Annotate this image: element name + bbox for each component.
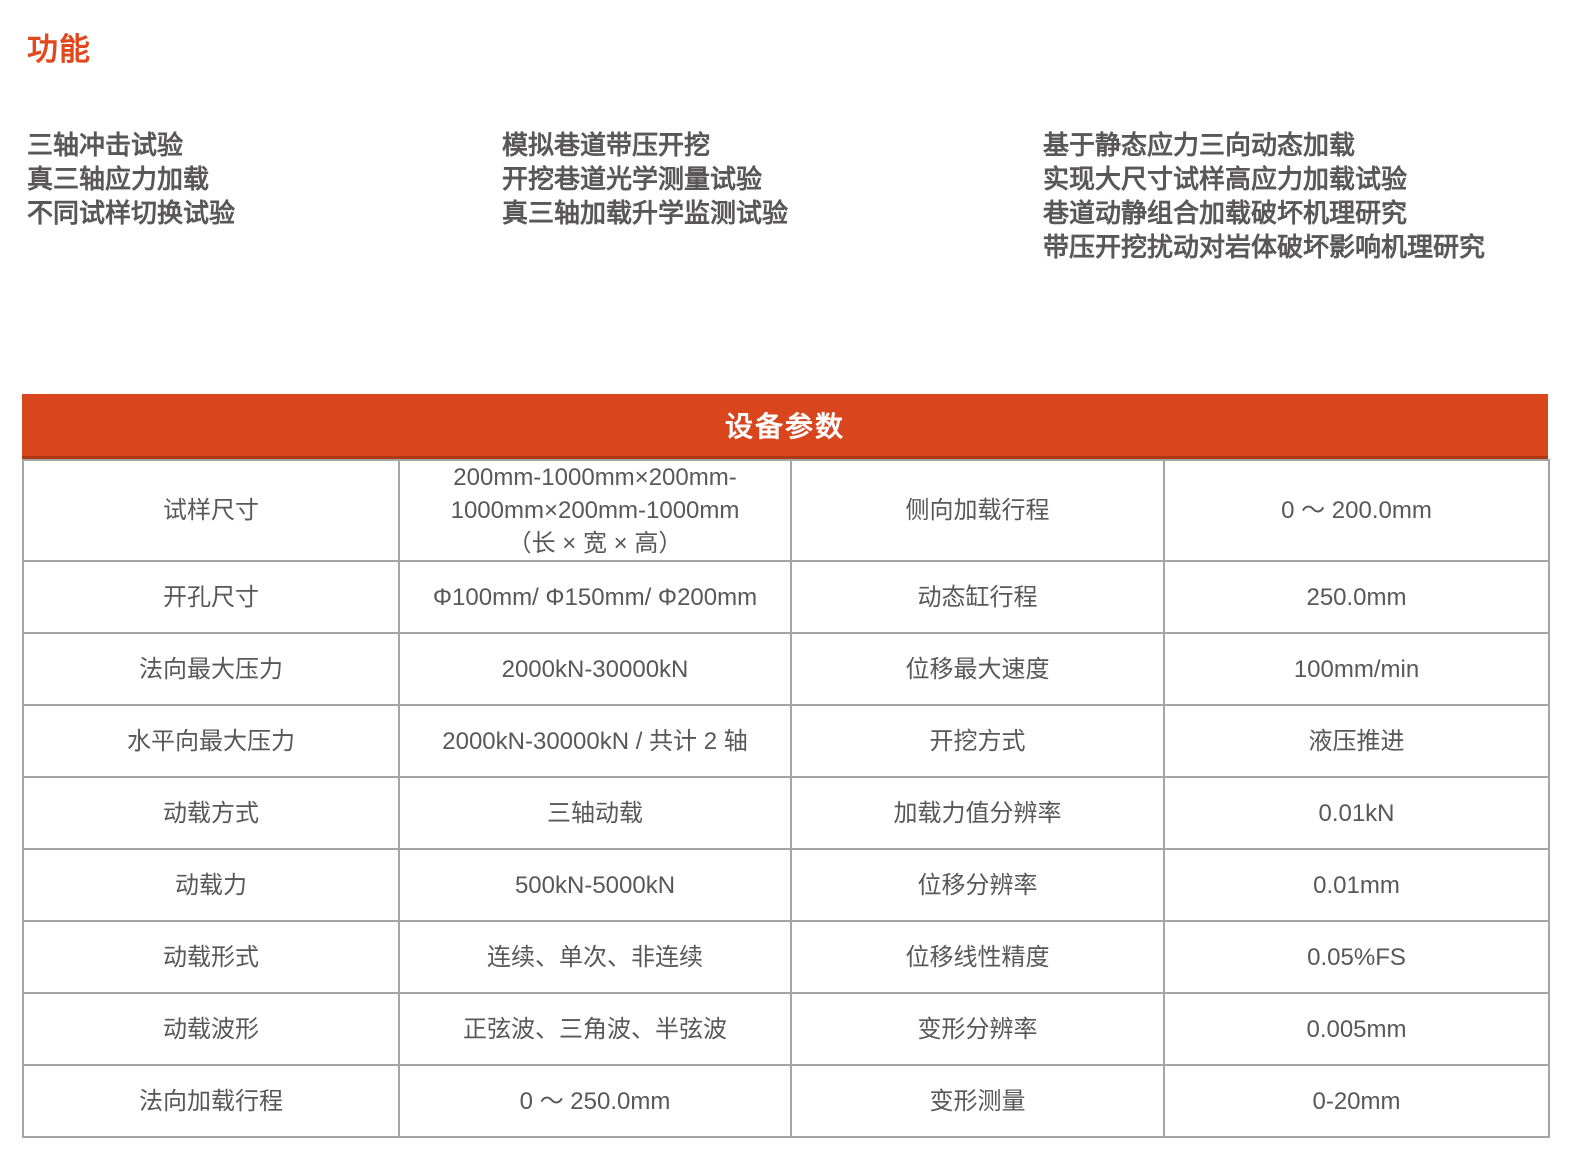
param-cell: 法向加载行程 (22, 1064, 400, 1138)
spec-table-title: 设备参数 (22, 394, 1548, 459)
value-cell: 0.005mm (1163, 992, 1550, 1066)
table-row: 试样尺寸 200mm-1000mm×200mm- 1000mm×200mm-10… (22, 459, 1550, 562)
feature-column-2: 模拟巷道带压开挖 开挖巷道光学测量试验 真三轴加载升学监测试验 (502, 128, 788, 230)
param-cell: 动载波形 (22, 992, 400, 1066)
table-row: 法向加载行程 0 ～ 250.0mm 变形测量 0-20mm (22, 1064, 1550, 1138)
feature-item: 真三轴加载升学监测试验 (502, 198, 789, 228)
param-cell: 动载力 (22, 848, 400, 922)
value-cell: 正弦波、三角波、半弦波 (398, 992, 792, 1066)
feature-item: 开挖巷道光学测量试验 (502, 164, 763, 194)
param-cell: 加载力值分辨率 (790, 776, 1165, 850)
value-cell: 液压推进 (1163, 704, 1550, 778)
table-row: 法向最大压力 2000kN-30000kN 位移最大速度 100mm/min (22, 632, 1550, 706)
feature-item: 真三轴应力加载 (27, 164, 210, 194)
param-cell: 变形分辨率 (790, 992, 1165, 1066)
value-cell: 0-20mm (1163, 1064, 1550, 1138)
table-row: 动载波形 正弦波、三角波、半弦波 变形分辨率 0.005mm (22, 992, 1550, 1066)
value-cell: Φ100mm/ Φ150mm/ Φ200mm (398, 560, 792, 634)
spec-section: 设备参数 试样尺寸 200mm-1000mm×200mm- 1000mm×200… (22, 394, 1550, 1138)
table-row: 开孔尺寸 Φ100mm/ Φ150mm/ Φ200mm 动态缸行程 250.0m… (22, 560, 1550, 634)
param-cell: 位移最大速度 (790, 632, 1165, 706)
param-cell: 动态缸行程 (790, 560, 1165, 634)
param-cell: 侧向加载行程 (790, 459, 1165, 562)
feature-column-1: 三轴冲击试验 真三轴应力加载 不同试样切换试验 (27, 128, 235, 230)
param-cell: 法向最大压力 (22, 632, 400, 706)
param-cell: 位移分辨率 (790, 848, 1165, 922)
param-cell: 动载形式 (22, 920, 400, 994)
param-cell: 变形测量 (790, 1064, 1165, 1138)
spec-table: 试样尺寸 200mm-1000mm×200mm- 1000mm×200mm-10… (22, 459, 1550, 1138)
param-cell: 位移线性精度 (790, 920, 1165, 994)
functions-section-title: 功能 (27, 32, 91, 67)
value-cell: 200mm-1000mm×200mm- 1000mm×200mm-1000mm … (398, 459, 792, 562)
feature-column-3: 基于静态应力三向动态加载 实现大尺寸试样高应力加载试验 巷道动静组合加载破坏机理… (1043, 128, 1485, 264)
value-cell: 0 ～ 250.0mm (398, 1064, 792, 1138)
feature-item: 三轴冲击试验 (27, 130, 184, 160)
param-cell: 开孔尺寸 (22, 560, 400, 634)
feature-item: 实现大尺寸试样高应力加载试验 (1043, 164, 1408, 194)
value-cell: 0.01mm (1163, 848, 1550, 922)
value-cell: 三轴动载 (398, 776, 792, 850)
value-cell: 2000kN-30000kN (398, 632, 792, 706)
value-cell: 0.01kN (1163, 776, 1550, 850)
value-cell: 连续、单次、非连续 (398, 920, 792, 994)
feature-item: 模拟巷道带压开挖 (502, 130, 711, 160)
param-cell: 试样尺寸 (22, 459, 400, 562)
value-cell: 250.0mm (1163, 560, 1550, 634)
value-cell: 500kN-5000kN (398, 848, 792, 922)
param-cell: 水平向最大压力 (22, 704, 400, 778)
value-cell: 2000kN-30000kN / 共计 2 轴 (398, 704, 792, 778)
param-cell: 动载方式 (22, 776, 400, 850)
table-row: 动载形式 连续、单次、非连续 位移线性精度 0.05%FS (22, 920, 1550, 994)
param-cell: 开挖方式 (790, 704, 1165, 778)
table-row: 动载方式 三轴动载 加载力值分辨率 0.01kN (22, 776, 1550, 850)
value-cell: 0.05%FS (1163, 920, 1550, 994)
table-row: 动载力 500kN-5000kN 位移分辨率 0.01mm (22, 848, 1550, 922)
value-cell: 100mm/min (1163, 632, 1550, 706)
feature-item: 带压开挖扰动对岩体破坏影响机理研究 (1043, 232, 1486, 262)
feature-item: 巷道动静组合加载破坏机理研究 (1043, 198, 1408, 228)
table-row: 水平向最大压力 2000kN-30000kN / 共计 2 轴 开挖方式 液压推… (22, 704, 1550, 778)
feature-item: 基于静态应力三向动态加载 (1043, 130, 1356, 160)
feature-item: 不同试样切换试验 (27, 198, 236, 228)
value-cell: 0 ～ 200.0mm (1163, 459, 1550, 562)
